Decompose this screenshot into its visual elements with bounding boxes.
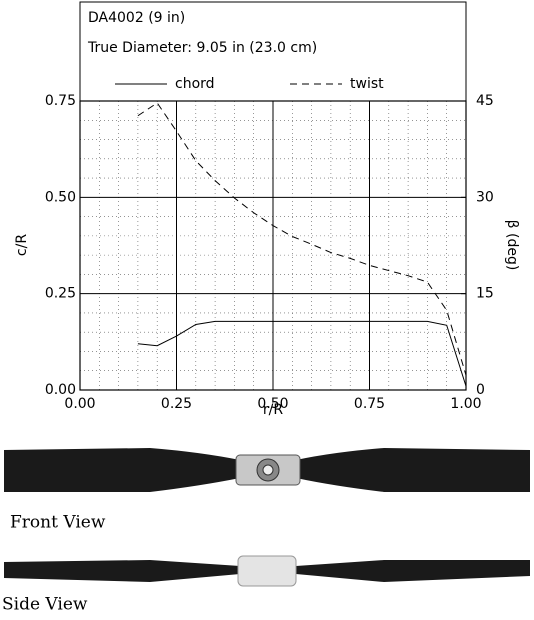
x-axis-label: r/R [263,402,283,418]
y-tick-label: 0.25 [45,286,76,302]
series-line [137,320,467,387]
chart-subtitle: True Diameter: 9.05 in (23.0 cm) [87,40,317,56]
x-tick-label: 0.00 [64,396,95,412]
hub [237,555,297,587]
legend-label: twist [350,76,384,92]
side-caption: Side View [2,595,88,615]
blade [296,448,530,492]
blade [4,560,240,582]
y-tick-label: 0.75 [45,93,76,109]
side-view-photo [4,555,530,587]
x-tick-label: 1.00 [450,396,481,412]
blade [4,448,240,492]
y2-axis-label: β (deg) [504,220,520,271]
plot-area: 0.00 0.25 0.50 0.75 1.00 0.00 0.25 0.50 0.75 0 15 3… [45,76,494,412]
series-line [137,102,467,376]
y-tick-label: 0.50 [45,189,76,205]
y-tick-label: 0.00 [45,382,76,398]
legend-label: chord [175,76,215,92]
y2-tick-label: 30 [476,189,494,205]
chart-title: DA4002 (9 in) [88,10,185,26]
y2-tick-label: 0 [476,382,485,398]
y-axis-label: c/R [14,234,30,256]
front-caption: Front View [10,513,106,533]
hub-bore [262,464,274,476]
y2-tick-label: 15 [476,286,494,302]
plot-frame [79,100,467,391]
x-tick-label: 0.25 [161,396,192,412]
x-tick-label: 0.50 [257,396,288,412]
y2-tick-label: 45 [476,93,494,109]
blade [296,560,530,582]
front-view-photo [0,440,534,496]
x-tick-label: 0.75 [354,396,385,412]
